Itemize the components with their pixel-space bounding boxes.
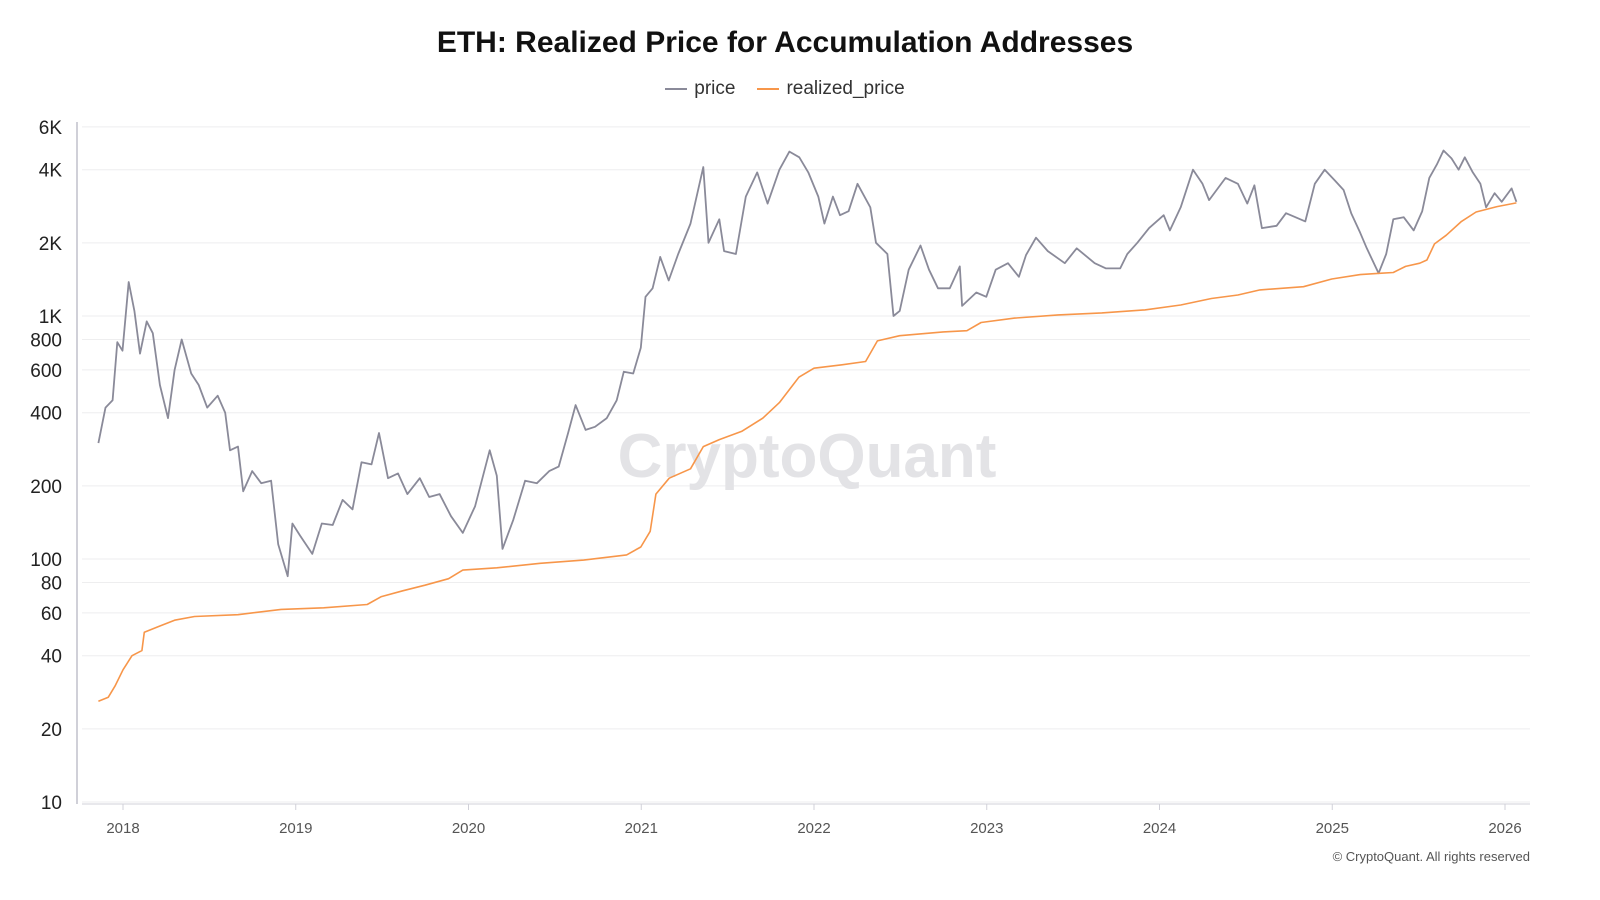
y-tick-label: 2K [39,234,63,255]
x-tick-label: 2019 [279,820,312,837]
y-tick-label: 1K [39,307,63,328]
copyright-footer: © CryptoQuant. All rights reserved [1332,849,1530,864]
y-tick-label: 100 [30,550,62,571]
y-tick-label: 200 [30,477,62,498]
series-line-price [97,149,1518,578]
x-tick-label: 2025 [1316,820,1349,837]
x-tick-label: 2021 [625,820,658,837]
x-tick-label: 2022 [797,820,830,837]
y-tick-label: 600 [30,361,62,382]
y-tick-label: 60 [41,604,62,625]
legend-label-realized-price: realized_price [786,78,905,99]
x-tick-label: 2026 [1488,820,1521,837]
legend-item-price[interactable]: price [665,78,735,100]
x-tick-label: 2018 [106,820,139,837]
y-tick-label: 10 [41,793,62,814]
y-tick-label: 6K [39,118,63,139]
x-tick-label: 2020 [452,820,485,837]
x-tick-label: 2023 [970,820,1003,837]
y-tick-label: 400 [30,404,62,425]
x-tick-label: 2024 [1143,820,1176,837]
chart-title: ETH: Realized Price for Accumulation Add… [436,26,1134,59]
legend-swatch-price [665,88,688,90]
y-tick-label: 40 [41,647,62,668]
legend-swatch-realized-price [757,88,780,90]
y-tick-label: 800 [30,331,62,352]
legend-label-price: price [694,78,736,99]
y-tick-label: 4K [39,161,63,182]
y-tick-label: 20 [41,720,62,741]
series-line-realized-price [98,202,1517,702]
legend: price realized_price [0,78,1570,100]
y-tick-label: 80 [41,574,62,595]
watermark: CryptoQuant [618,422,997,491]
legend-item-realized-price[interactable]: realized_price [757,78,905,100]
